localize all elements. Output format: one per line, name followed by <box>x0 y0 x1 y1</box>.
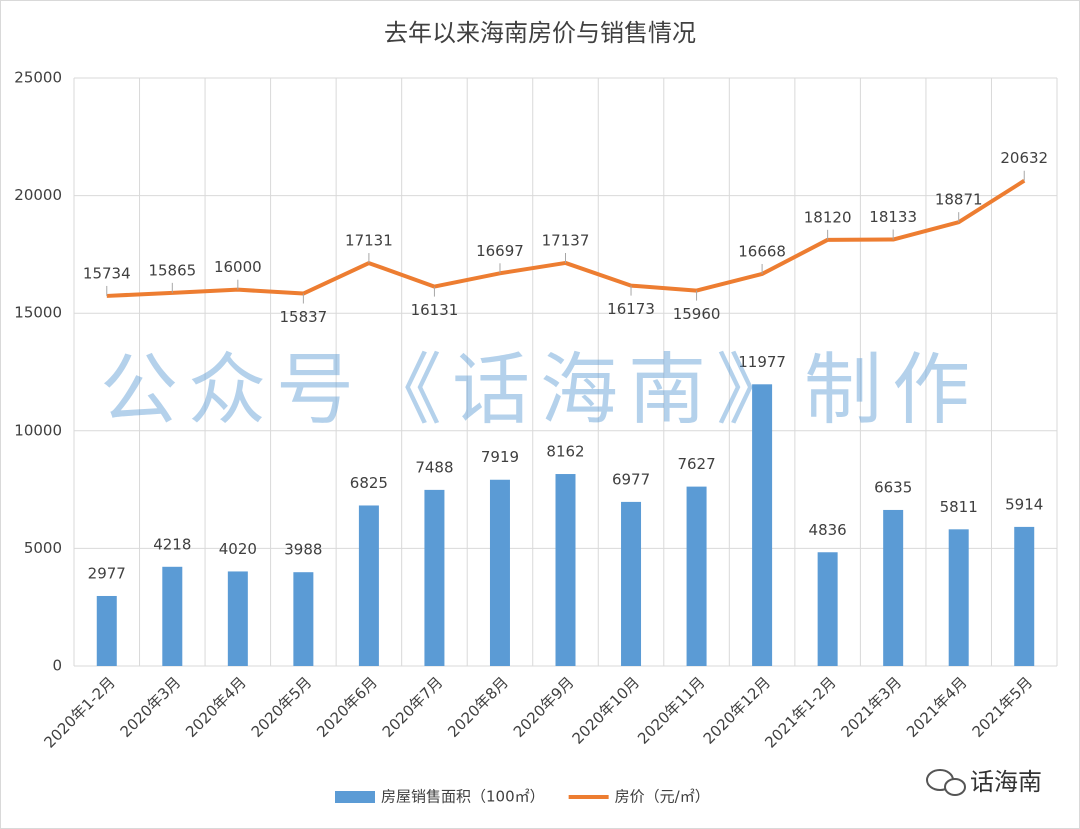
brand-icon <box>944 778 966 796</box>
data-label: 5811 <box>940 498 978 516</box>
data-label: 6635 <box>874 478 912 496</box>
data-label: 6977 <box>612 470 650 488</box>
bar <box>686 486 707 666</box>
data-label: 7627 <box>677 455 715 473</box>
bar <box>162 566 183 666</box>
bar <box>293 572 314 666</box>
y-tick-label: 15000 <box>14 304 62 322</box>
data-label: 7488 <box>415 458 453 476</box>
bar <box>817 552 838 666</box>
data-label: 7919 <box>481 448 519 466</box>
y-tick-label: 5000 <box>24 539 62 557</box>
bar <box>227 571 248 666</box>
bar <box>555 474 576 666</box>
data-label: 4218 <box>153 535 191 553</box>
data-label: 15734 <box>83 264 131 282</box>
data-label: 20632 <box>1000 149 1048 167</box>
brand-logo: 话海南 <box>926 768 1042 796</box>
bar <box>489 479 510 666</box>
brand-text: 话海南 <box>970 768 1042 796</box>
data-label: 16173 <box>607 300 655 318</box>
bar <box>96 595 117 666</box>
bar <box>424 489 445 666</box>
data-label: 4020 <box>219 540 257 558</box>
data-label: 3988 <box>284 541 322 559</box>
y-tick-label: 10000 <box>14 421 62 439</box>
data-label: 6825 <box>350 474 388 492</box>
bar <box>358 505 379 666</box>
data-label: 15837 <box>280 308 328 326</box>
data-label: 16131 <box>411 301 459 319</box>
data-label: 17137 <box>542 231 590 249</box>
data-label: 8162 <box>546 443 584 461</box>
data-label: 16697 <box>476 242 524 260</box>
data-label: 5914 <box>1005 495 1043 513</box>
bar <box>752 384 773 666</box>
data-label: 18871 <box>935 191 983 209</box>
data-label: 17131 <box>345 232 393 250</box>
data-label: 18120 <box>804 208 852 226</box>
data-label: 16000 <box>214 258 262 276</box>
legend-label: 房屋销售面积（100㎡） <box>381 788 545 806</box>
data-label: 15960 <box>673 305 721 323</box>
bar <box>621 501 642 666</box>
data-label: 18133 <box>869 208 917 226</box>
data-label: 15865 <box>148 261 196 279</box>
watermark: 公众号《话海南》制作 <box>100 345 980 435</box>
bar <box>948 529 969 666</box>
bar <box>883 509 904 666</box>
y-tick-label: 0 <box>52 657 62 675</box>
legend-label: 房价（元/㎡） <box>615 788 710 806</box>
y-tick-label: 25000 <box>14 69 62 87</box>
bar <box>1014 526 1035 666</box>
data-label: 2977 <box>88 564 126 582</box>
data-label: 4836 <box>809 521 847 539</box>
legend-swatch <box>335 791 375 803</box>
chart-title: 去年以来海南房价与销售情况 <box>384 19 696 47</box>
data-label: 16668 <box>738 242 786 260</box>
data-label: 11977 <box>738 353 786 371</box>
y-tick-label: 20000 <box>14 186 62 204</box>
